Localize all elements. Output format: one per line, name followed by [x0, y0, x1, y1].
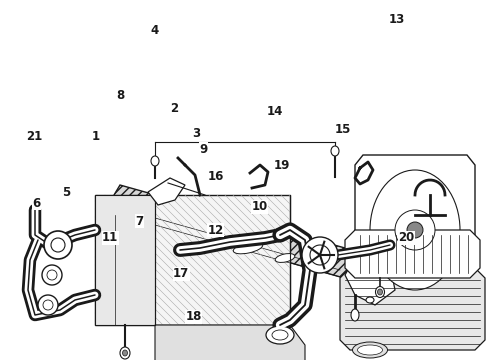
Circle shape — [42, 265, 62, 285]
Circle shape — [310, 245, 330, 265]
Ellipse shape — [358, 345, 383, 355]
Circle shape — [47, 270, 57, 280]
Circle shape — [407, 222, 423, 238]
Text: 21: 21 — [26, 130, 43, 143]
Text: 13: 13 — [389, 13, 405, 26]
Circle shape — [44, 231, 72, 259]
Polygon shape — [95, 195, 290, 325]
Text: 7: 7 — [136, 215, 144, 228]
Ellipse shape — [233, 242, 263, 254]
Ellipse shape — [151, 156, 159, 166]
Ellipse shape — [366, 297, 374, 303]
Ellipse shape — [275, 253, 295, 262]
Polygon shape — [95, 195, 155, 325]
Text: 4: 4 — [150, 24, 158, 37]
Circle shape — [43, 300, 53, 310]
Polygon shape — [345, 252, 395, 305]
Polygon shape — [355, 155, 475, 305]
Text: 3: 3 — [192, 127, 200, 140]
Polygon shape — [155, 325, 305, 360]
Ellipse shape — [352, 342, 388, 358]
Text: 12: 12 — [207, 224, 224, 237]
Ellipse shape — [375, 287, 385, 297]
Text: 8: 8 — [116, 89, 124, 102]
Ellipse shape — [272, 330, 288, 340]
Text: 16: 16 — [207, 170, 224, 183]
Text: 14: 14 — [266, 105, 283, 118]
Text: 1: 1 — [92, 130, 99, 143]
Ellipse shape — [370, 170, 460, 290]
Ellipse shape — [351, 309, 359, 321]
Circle shape — [302, 237, 338, 273]
Polygon shape — [345, 230, 480, 278]
Ellipse shape — [266, 326, 294, 344]
Polygon shape — [148, 178, 185, 205]
Text: 15: 15 — [335, 123, 351, 136]
Text: 17: 17 — [173, 267, 190, 280]
Circle shape — [395, 210, 435, 250]
Text: 20: 20 — [398, 231, 415, 244]
Ellipse shape — [377, 289, 383, 295]
Text: 19: 19 — [273, 159, 290, 172]
Polygon shape — [105, 185, 370, 282]
Ellipse shape — [331, 146, 339, 156]
Text: 9: 9 — [199, 143, 207, 156]
Text: 6: 6 — [33, 197, 41, 210]
Text: 18: 18 — [185, 310, 202, 323]
Ellipse shape — [122, 350, 127, 356]
Circle shape — [51, 238, 65, 252]
Text: 11: 11 — [102, 231, 119, 244]
Text: 2: 2 — [170, 102, 178, 114]
Text: 10: 10 — [251, 201, 268, 213]
Polygon shape — [340, 268, 485, 350]
Text: 5: 5 — [62, 186, 70, 199]
Ellipse shape — [120, 347, 130, 359]
Circle shape — [38, 295, 58, 315]
